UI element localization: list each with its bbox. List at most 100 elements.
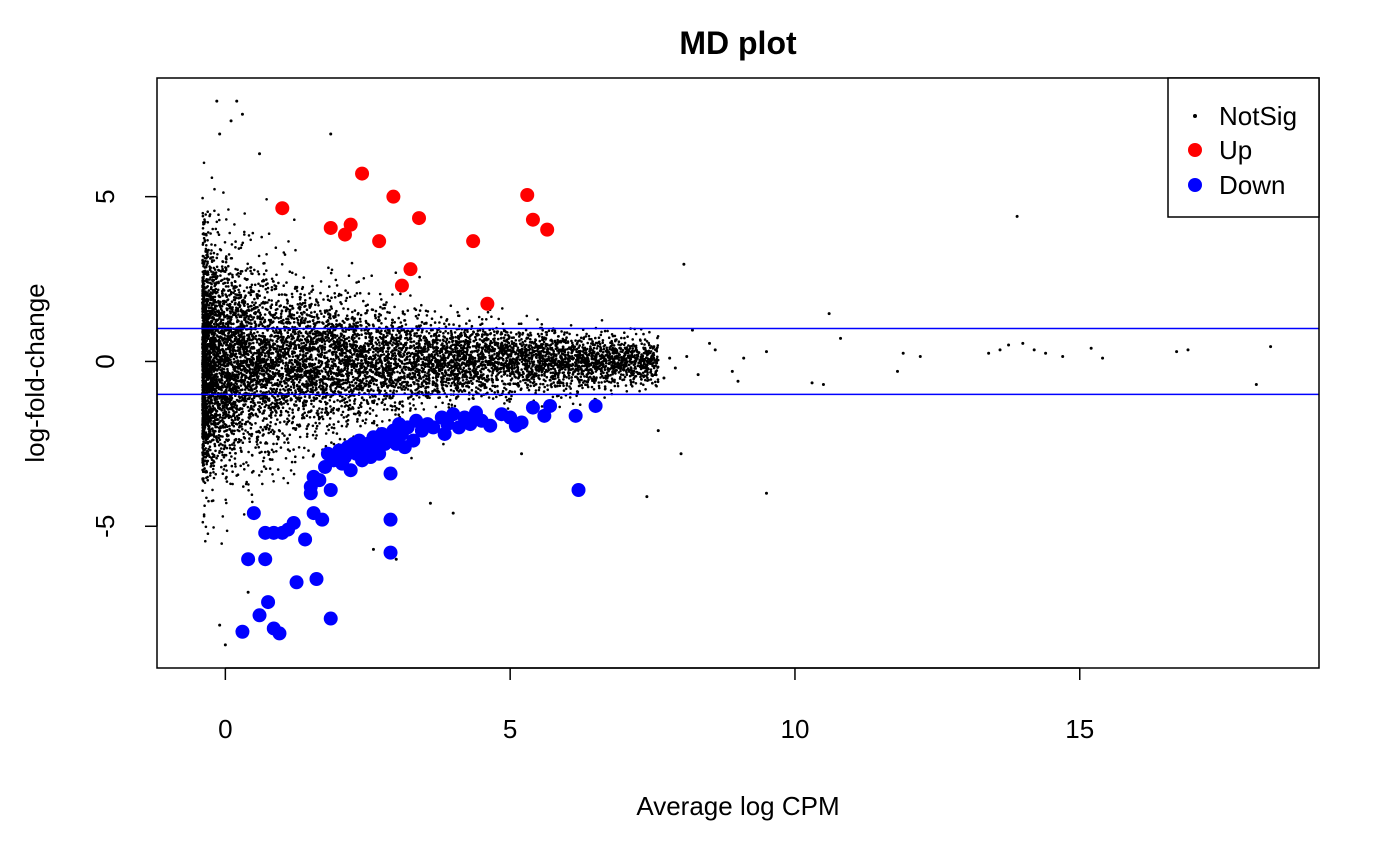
notsig-point [252,341,255,345]
notsig-point [441,401,444,405]
notsig-point [246,262,249,266]
notsig-point [442,380,446,384]
notsig-point [436,358,440,362]
notsig-point [379,381,383,385]
notsig-point [422,375,425,379]
notsig-point [513,366,516,369]
notsig-point [317,316,320,320]
notsig-point [315,299,318,303]
notsig-point [284,409,288,413]
notsig-point [556,338,559,342]
notsig-point [257,289,261,293]
notsig-point [581,364,585,368]
notsig-point [634,346,638,350]
notsig-point [411,329,414,332]
notsig-point [565,376,568,379]
notsig-point [291,337,294,340]
notsig-point [645,340,649,343]
notsig-point [357,406,361,410]
notsig-point [207,304,211,307]
notsig-point [317,385,321,389]
notsig-point [239,439,243,442]
notsig-point [477,315,481,319]
notsig-point [270,303,274,307]
notsig-point [450,366,453,370]
notsig-point [219,434,222,438]
notsig-point [480,394,483,398]
notsig-point [328,399,332,402]
notsig-point [345,296,349,300]
notsig-point [556,376,560,379]
notsig-point [483,356,487,359]
notsig-point [210,297,213,301]
notsig-point [249,314,252,317]
notsig-point [388,346,391,350]
notsig-point [233,402,236,405]
notsig-point [481,377,484,381]
notsig-point [560,396,563,399]
notsig-point [440,368,444,372]
notsig-point [581,386,584,390]
notsig-point [396,362,400,366]
notsig-point [255,443,259,446]
notsig-point [564,368,567,371]
notsig-point [301,456,305,459]
notsig-point [647,378,650,382]
notsig-point [398,382,402,386]
notsig-point [317,346,320,349]
notsig-point [583,375,586,378]
notsig-point [209,302,212,305]
notsig-point [376,338,380,342]
notsig-point [357,337,361,340]
notsig-point [252,303,256,307]
notsig-point [275,303,278,307]
notsig-point [324,432,328,435]
notsig-point [221,318,225,322]
notsig-point [209,252,213,255]
notsig-point [505,349,508,353]
notsig-point [249,322,252,325]
notsig-point [247,489,250,492]
notsig-point [306,351,309,355]
notsig-point [538,386,541,389]
notsig-point [223,425,227,429]
notsig-point [544,351,548,354]
notsig-point [529,338,532,341]
notsig-point [208,445,212,449]
notsig-point [569,382,573,385]
notsig-point [242,289,246,293]
notsig-point [625,373,629,377]
notsig-point [560,330,563,333]
notsig-point [490,374,494,377]
notsig-point [364,418,368,421]
notsig-point [587,334,591,338]
notsig-point [287,414,291,417]
notsig-point [345,388,348,392]
notsig-point [322,298,325,301]
notsig-point [239,270,243,273]
notsig-point [205,264,208,267]
notsig-point [284,457,288,460]
notsig-point [597,336,601,340]
notsig-point [352,378,356,382]
notsig-point [620,342,623,346]
notsig-point [588,337,591,341]
notsig-point [262,272,266,276]
notsig-point [272,329,275,333]
notsig-point [208,474,212,477]
notsig-point [205,496,208,500]
notsig-point [543,385,546,389]
notsig-point [485,318,488,321]
notsig-point [297,446,301,449]
notsig-point [290,292,294,296]
notsig-point [335,319,338,322]
notsig-point [347,339,351,343]
notsig-point [206,221,210,224]
notsig-point [321,384,324,388]
notsig-point [460,331,463,335]
notsig-point [402,380,405,384]
notsig-point [545,333,548,337]
notsig-point [353,402,356,405]
notsig-point [251,500,254,504]
